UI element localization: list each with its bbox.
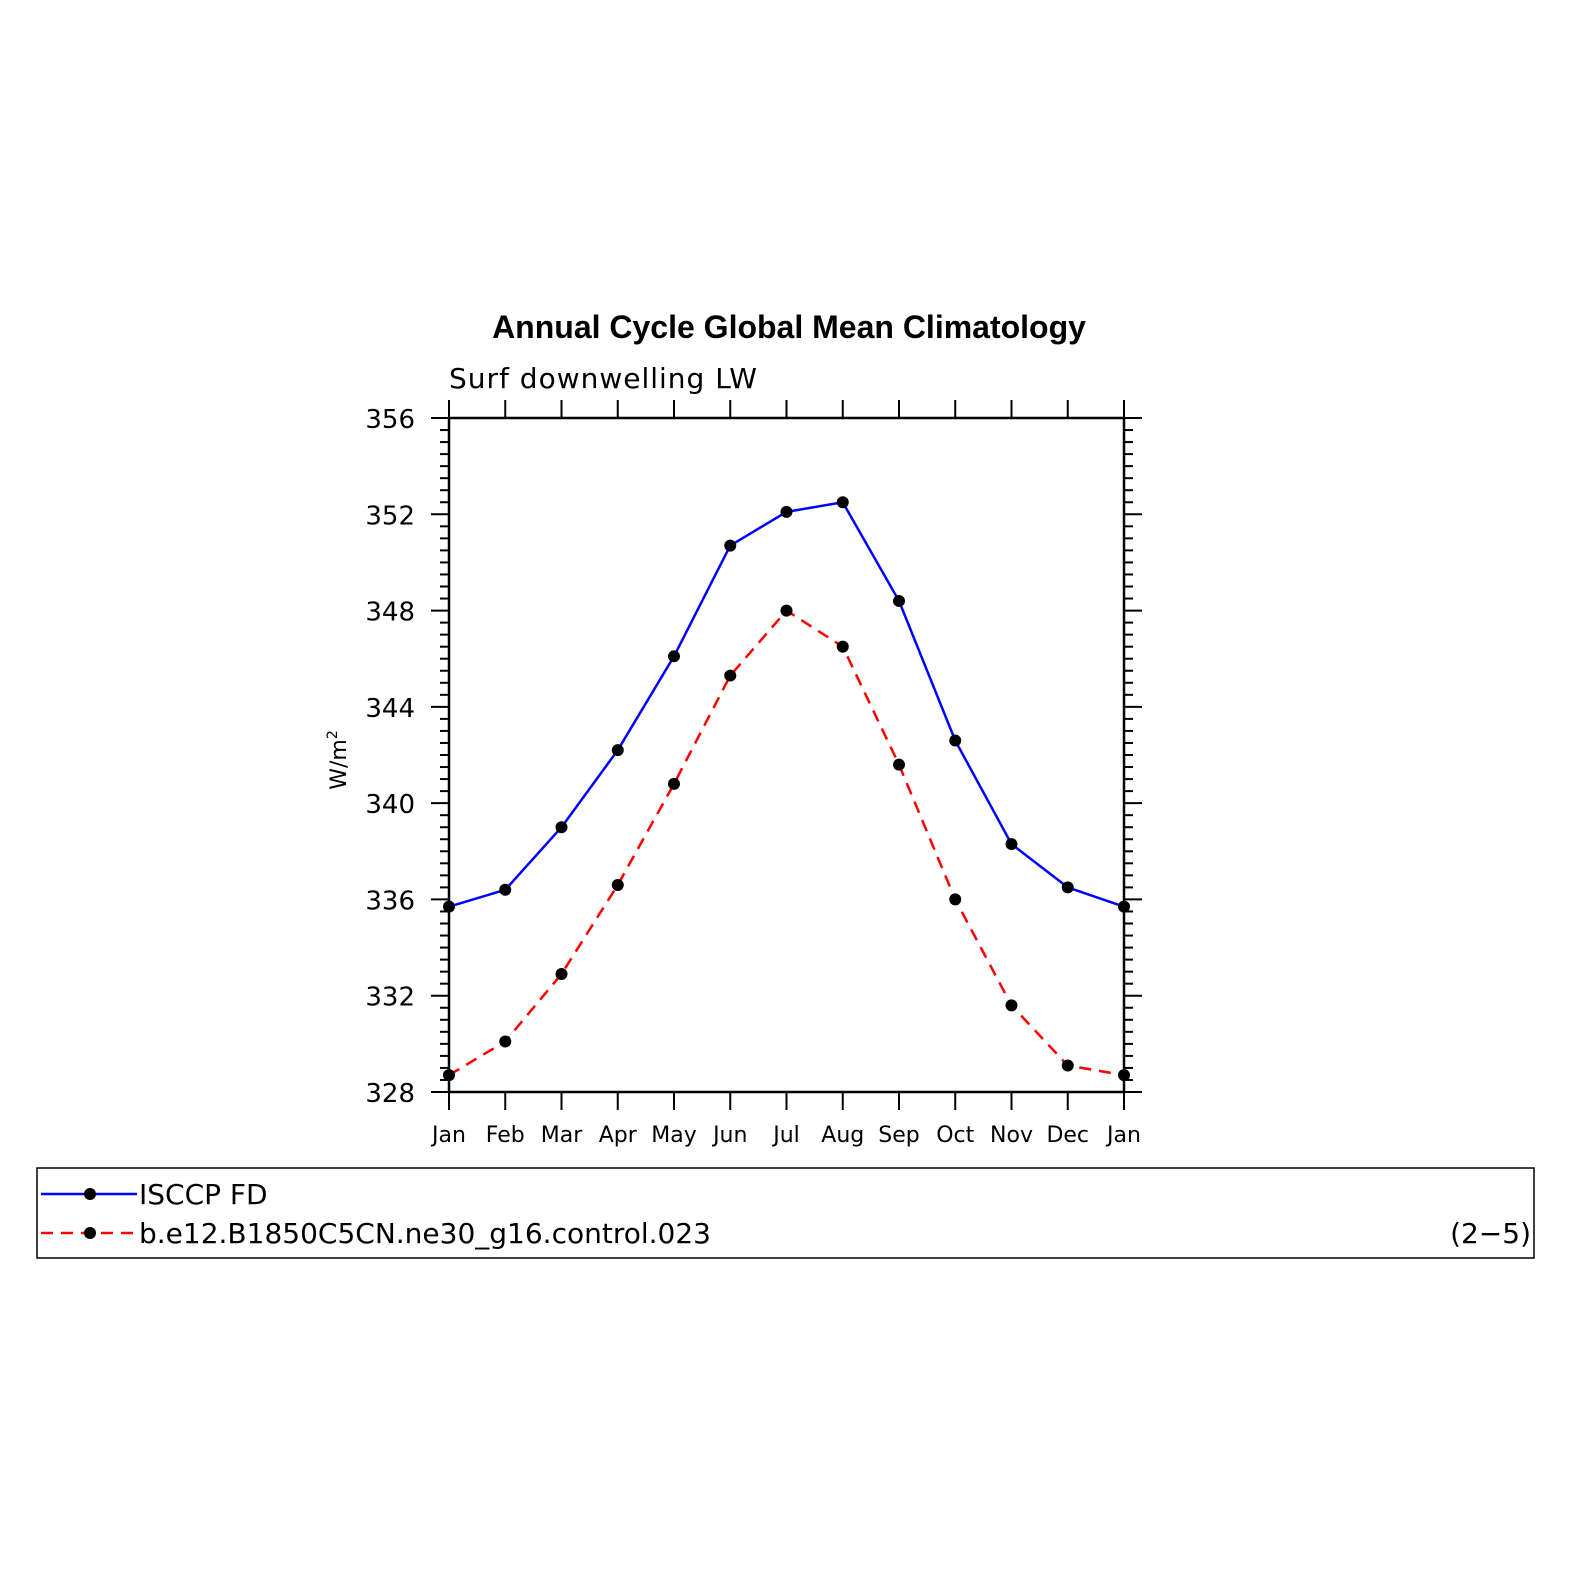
series-2-point bbox=[949, 893, 962, 906]
y-axis-label: W/m2 bbox=[325, 730, 352, 790]
y-tick-label: 328 bbox=[365, 1079, 415, 1109]
x-tick-label: Feb bbox=[486, 1123, 525, 1148]
series-1-point bbox=[499, 883, 512, 896]
x-tick-label: Jan bbox=[430, 1123, 466, 1148]
x-tick-label: Jun bbox=[711, 1123, 747, 1148]
y-tick-label: 340 bbox=[365, 790, 415, 820]
series-1-point bbox=[1061, 881, 1074, 894]
series-2-point bbox=[555, 968, 568, 981]
series-2-point bbox=[1118, 1069, 1130, 1082]
plot-frame bbox=[447, 416, 1126, 1094]
panel-id: (2−5) bbox=[1450, 1217, 1531, 1250]
legend-label-2: b.e12.B1850C5CN.ne30_g16.control.023 bbox=[139, 1217, 711, 1250]
series-1-point bbox=[1005, 838, 1018, 851]
y-tick-label: 332 bbox=[365, 983, 415, 1013]
series-2-point bbox=[611, 878, 624, 891]
legend-marker-2 bbox=[84, 1227, 96, 1239]
x-tick-label: Dec bbox=[1046, 1123, 1089, 1148]
y-tick-label: 336 bbox=[365, 886, 415, 916]
x-tick-label: Sep bbox=[878, 1123, 919, 1148]
chart-title: Annual Cycle Global Mean Climatology bbox=[492, 309, 1086, 345]
series-1-point bbox=[611, 744, 624, 757]
y-axis-label-superscript: 2 bbox=[325, 730, 341, 739]
series-1-point bbox=[836, 496, 849, 509]
series-2-point bbox=[1061, 1059, 1074, 1072]
series-2-point bbox=[668, 777, 680, 790]
y-axis-label-text: W/m bbox=[327, 739, 352, 790]
series-line-1 bbox=[448, 500, 1125, 908]
x-tick-label: Aug bbox=[821, 1123, 864, 1148]
series-1-point bbox=[949, 734, 962, 747]
series-2-point bbox=[836, 640, 849, 653]
y-tick-label: 344 bbox=[365, 694, 415, 724]
series-1-point bbox=[780, 505, 793, 518]
series-layer bbox=[443, 496, 1130, 1082]
series-1-point bbox=[724, 539, 737, 552]
y-tick-label: 356 bbox=[365, 405, 415, 435]
series-2-point bbox=[724, 669, 737, 682]
series-1-point bbox=[1118, 900, 1130, 913]
x-tick-label: Jan bbox=[1105, 1123, 1141, 1148]
series-2-point bbox=[1005, 999, 1018, 1012]
plot-axes: 328 332 336 340 344 348 352 356 Jan Feb Mar Apr May J… bbox=[365, 400, 1142, 1148]
legend-marker-1 bbox=[84, 1188, 96, 1200]
series-1-point bbox=[443, 900, 455, 913]
x-tick-label: Apr bbox=[599, 1123, 638, 1148]
x-tick-label: May bbox=[651, 1123, 696, 1148]
series-2-point bbox=[443, 1069, 455, 1082]
legend: ISCCP FD b.e12.B1850C5CN.ne30_g16.control… bbox=[41, 1178, 711, 1250]
series-2-point bbox=[499, 1035, 512, 1048]
x-tick-label: Mar bbox=[541, 1123, 583, 1148]
series-2-point bbox=[893, 758, 905, 771]
y-tick-label: 352 bbox=[365, 501, 415, 531]
series-line-2 bbox=[448, 608, 1125, 1077]
x-tick-label: Oct bbox=[936, 1123, 974, 1148]
series-1-point bbox=[893, 594, 905, 607]
series-2-point bbox=[780, 604, 793, 617]
legend-label-1: ISCCP FD bbox=[139, 1178, 268, 1211]
x-tick-label: Nov bbox=[990, 1123, 1033, 1148]
series-1-point bbox=[555, 821, 568, 834]
chart-subtitle: Surf downwelling LW bbox=[449, 362, 758, 395]
series-1-point bbox=[668, 650, 680, 663]
y-tick-label: 348 bbox=[365, 598, 415, 628]
legend-box bbox=[36, 1167, 1535, 1259]
x-tick-label: Jul bbox=[771, 1123, 800, 1148]
